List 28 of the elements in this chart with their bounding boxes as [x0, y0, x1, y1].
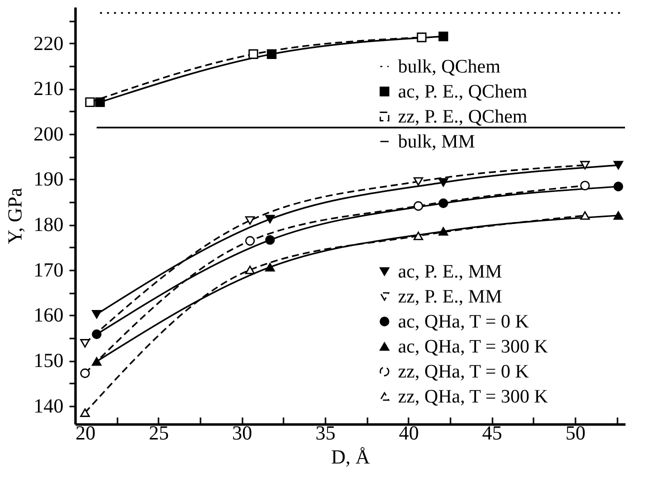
y-tick-label: 190 [34, 168, 64, 191]
x-axis-title: D, Å [331, 446, 370, 468]
y-tick-label: 140 [34, 395, 64, 418]
legend-label: ac, QHa, T = 300 K [398, 336, 548, 358]
y-tick-label: 160 [34, 304, 64, 327]
y-tick-label: 220 [34, 32, 64, 55]
y-tick-label: 210 [34, 78, 64, 100]
legend-label: ac, QHa, T = 0 K [398, 312, 530, 332]
y-tick-label: 170 [34, 259, 64, 282]
x-tick-label: 35 [316, 422, 336, 444]
x-tick-label: 45 [482, 422, 502, 444]
y-axis-title: Y, GPa [4, 188, 26, 244]
legend-label: bulk, MM [398, 132, 476, 152]
x-tick-label: 40 [398, 422, 419, 444]
x-tick-label: 50 [566, 422, 586, 444]
y-tick-label: 150 [34, 350, 64, 372]
x-tick-label: 30 [232, 422, 252, 444]
x-tick-label: 20 [76, 422, 96, 444]
legend-label: zz, P. E., QChem [398, 106, 528, 128]
y-tick-label: 180 [34, 214, 64, 236]
legend-label: zz, QHa, T = 300 K [398, 386, 548, 408]
legend-label: bulk, QChem [398, 56, 501, 78]
legend-label: zz, P. E., MM [398, 286, 502, 308]
y-tick-label: 200 [34, 123, 64, 146]
x-tick-label: 25 [148, 422, 169, 444]
legend-label: ac, P. E., QChem [398, 82, 528, 102]
legend-label: zz, QHa, T = 0 K [398, 362, 530, 382]
legend-label: ac, P. E., MM [398, 262, 502, 282]
